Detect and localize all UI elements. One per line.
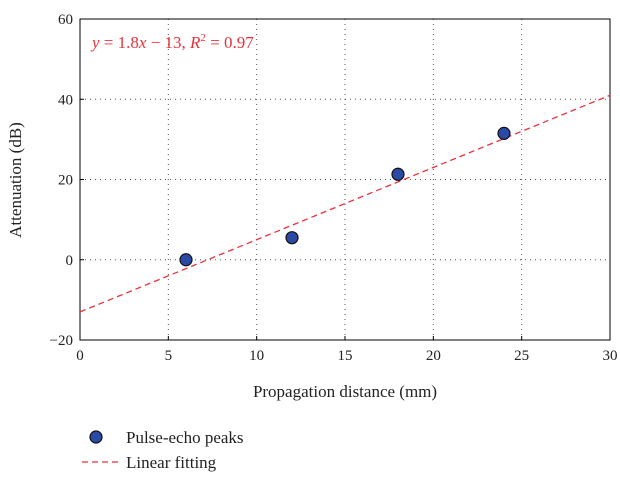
x-tick-label: 10 — [249, 348, 264, 364]
legend-marker-pulse-echo — [89, 430, 103, 444]
eq-mid: − 13, — [146, 33, 190, 52]
x-tick-label: 30 — [603, 348, 618, 364]
data-point — [497, 126, 511, 140]
y-tick-label: 40 — [58, 92, 73, 108]
eq-r: R — [189, 33, 201, 52]
eq-equals: = 1.8 — [100, 33, 139, 52]
data-point — [285, 231, 299, 245]
x-axis-label: Propagation distance (mm) — [253, 382, 437, 401]
y-tick-label: 0 — [66, 253, 74, 269]
data-point — [179, 253, 193, 267]
x-tick-label: 25 — [514, 348, 529, 364]
fit-line-group — [79, 94, 611, 313]
y-axis-label: Attenuation (dB) — [6, 122, 25, 238]
x-tick-label: 15 — [338, 348, 353, 364]
fit-line — [79, 94, 611, 313]
data-point — [391, 167, 405, 181]
legend: Pulse-echo peaks Linear fitting — [82, 428, 244, 472]
eq-y: y — [90, 33, 100, 52]
y-tick-label: 60 — [58, 12, 73, 28]
grid-lines — [80, 19, 610, 340]
x-tick-label: 0 — [76, 348, 84, 364]
legend-label-linear-fit: Linear fitting — [126, 453, 217, 472]
y-axis-ticks: −20 0 20 40 60 — [50, 12, 84, 349]
eq-sup: 2 — [200, 32, 206, 44]
y-tick-label: 20 — [58, 173, 73, 189]
x-axis-ticks: 0 5 10 15 20 25 30 — [76, 336, 618, 364]
equation-annotation: y = 1.8x − 13, R2 = 0.97 — [90, 32, 254, 52]
y-tick-label: −20 — [50, 333, 73, 349]
legend-label-pulse-echo: Pulse-echo peaks — [126, 428, 244, 447]
eq-x: x — [138, 33, 147, 52]
eq-tail: = 0.97 — [206, 33, 254, 52]
scatter-points — [179, 126, 511, 267]
x-tick-label: 20 — [426, 348, 441, 364]
x-tick-label: 5 — [165, 348, 173, 364]
